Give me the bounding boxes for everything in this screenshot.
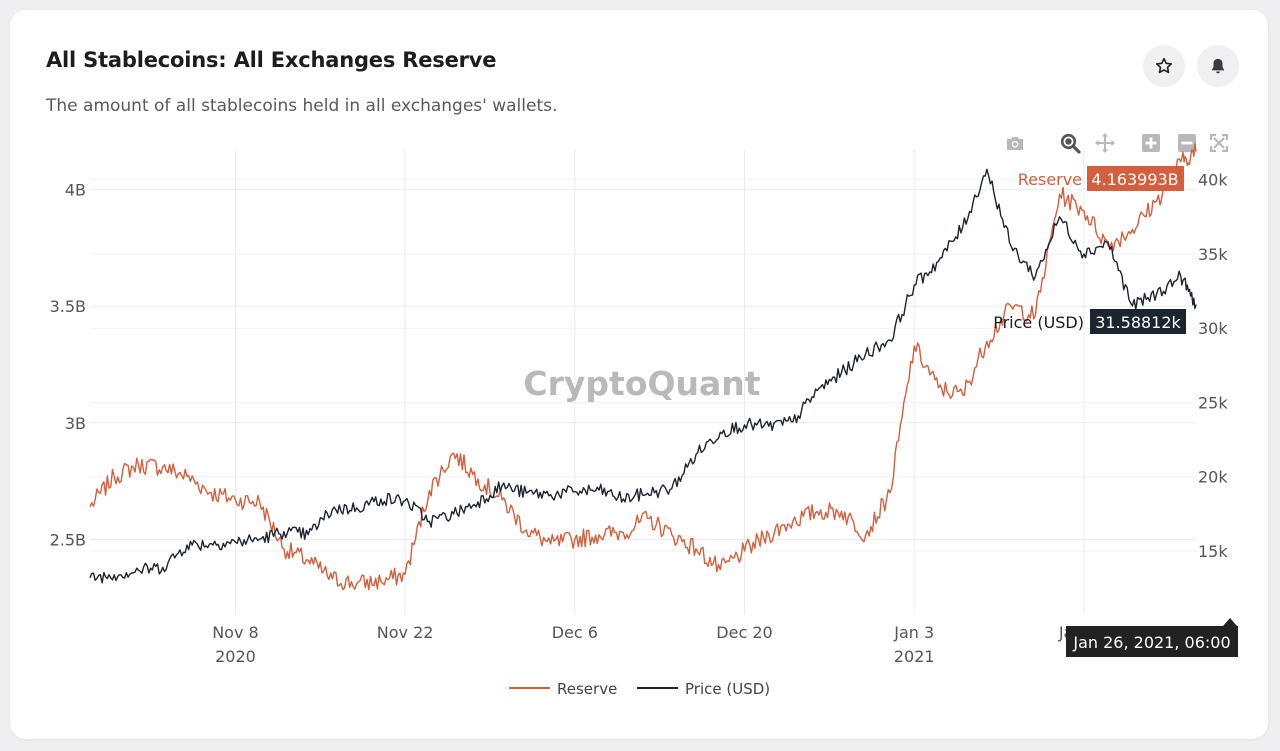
bell-icon	[1212, 58, 1224, 74]
zoom-icon[interactable]	[1058, 131, 1082, 155]
hover-date-box	[1066, 626, 1238, 657]
hover-reserve-name: Reserve	[1018, 170, 1082, 189]
hover-reserve-value: 4.163993B	[1091, 170, 1178, 189]
y-right-tick-label: 15k	[1198, 542, 1228, 561]
price-line	[89, 168, 1197, 584]
y-left-tick-label: 4B	[65, 181, 86, 200]
hover-reserve-box	[1087, 166, 1184, 191]
hover-price-value: 31.58812k	[1095, 313, 1181, 332]
x-tick-year-label: 2020	[215, 647, 256, 666]
x-tick-year-label: 2021	[894, 647, 935, 666]
y-left-tick-label: 3.5B	[50, 297, 86, 316]
chart-title: All Stablecoins: All Exchanges Reserve	[46, 48, 497, 72]
chart-modebar	[1000, 128, 1232, 156]
reserve-line	[89, 143, 1197, 591]
chart-subtitle: The amount of all stablecoins held in al…	[46, 96, 558, 116]
zoom-out-icon[interactable]	[1175, 131, 1199, 155]
autoscale-icon[interactable]	[1207, 131, 1231, 155]
y-right-tick-label: 30k	[1198, 319, 1228, 338]
x-tick-label: Dec 6	[552, 623, 598, 642]
x-tick-label: Nov 8	[212, 623, 259, 642]
hover-date-label: Jan 26, 2021, 06:00	[1072, 633, 1230, 652]
x-tick-label: Jan 3	[893, 623, 934, 642]
x-tick-label: Dec 20	[716, 623, 772, 642]
star-icon	[1155, 57, 1173, 74]
watermark: CryptoQuant	[523, 364, 760, 403]
zoom-in-icon[interactable]	[1139, 131, 1163, 155]
y-right-tick-label: 25k	[1198, 393, 1228, 412]
y-left-tick-label: 3B	[65, 414, 86, 433]
y-right-tick-label: 40k	[1198, 171, 1228, 190]
alert-button[interactable]	[1197, 45, 1239, 87]
legend-price-label: Price (USD)	[685, 680, 770, 698]
favorite-button[interactable]	[1143, 45, 1185, 87]
x-tick-label: Nov 22	[377, 623, 434, 642]
hover-price-box	[1090, 309, 1186, 334]
y-right-tick-label: 35k	[1198, 245, 1228, 264]
hover-date-pointer	[1223, 618, 1237, 626]
hover-price-name: Price (USD)	[993, 313, 1084, 332]
legend-reserve-label: Reserve	[557, 680, 617, 698]
camera-icon[interactable]	[1003, 131, 1027, 155]
pan-icon[interactable]	[1093, 131, 1117, 155]
chart-card: All Stablecoins: All Exchanges Reserve T…	[10, 10, 1268, 739]
y-right-tick-label: 20k	[1198, 468, 1228, 487]
y-left-tick-label: 2.5B	[50, 530, 86, 549]
